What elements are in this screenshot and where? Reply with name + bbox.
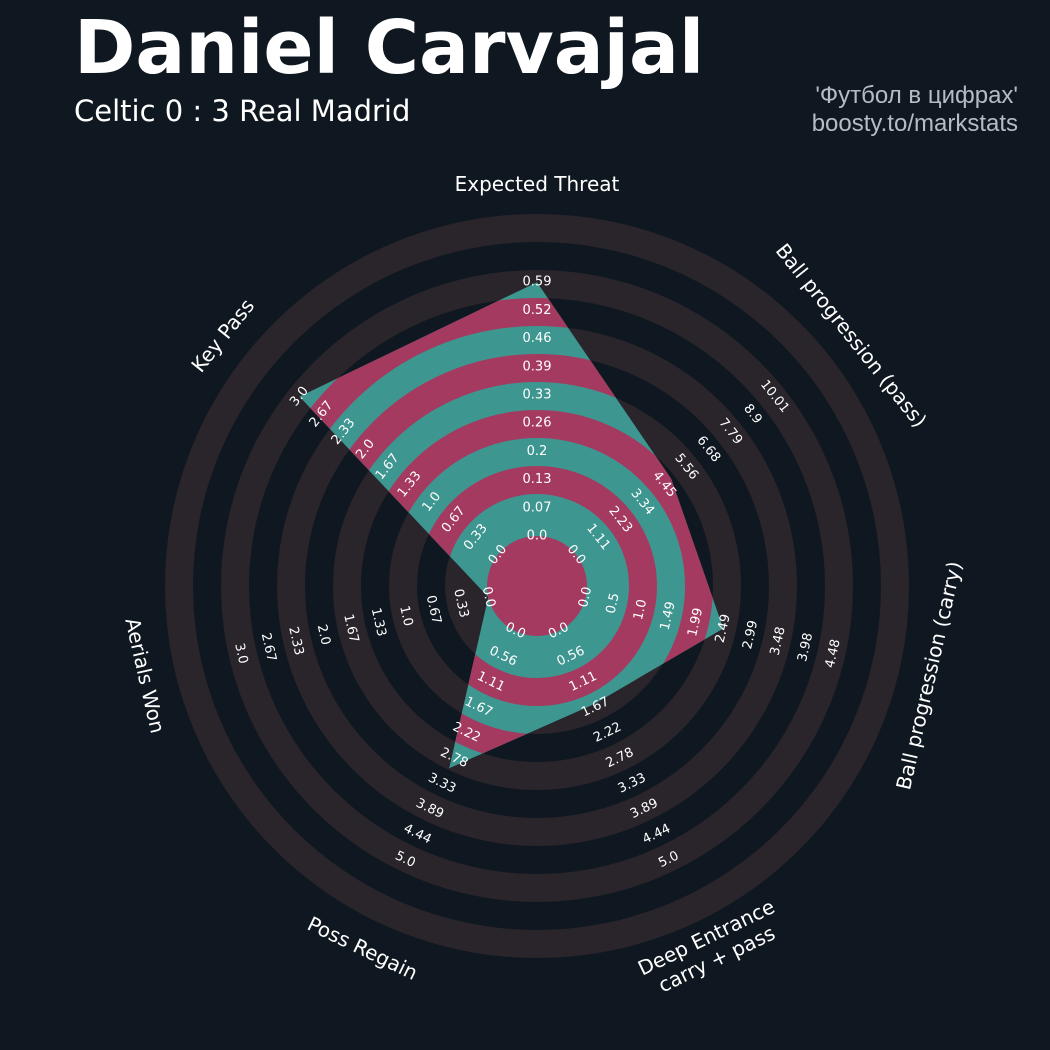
tick-label: 4.48 <box>823 638 844 670</box>
tick-label: 3.0 <box>231 642 250 666</box>
polygon-band-1 <box>299 298 724 769</box>
tick-label: 2.49 <box>713 613 734 645</box>
tick-label: 1.0 <box>631 598 650 622</box>
axis-ticks-2: 0.0 0.5 1.0 1.49 1.99 2.49 2.99 3.48 3.98 4.48 <box>576 585 844 669</box>
tick-label: 1.0 <box>396 604 415 628</box>
tick-label: 2.33 <box>285 625 306 657</box>
param-label-5: Aerials Won <box>120 616 170 736</box>
tick-label: 0.5 <box>604 592 623 616</box>
tick-label: 0.0 <box>479 585 498 609</box>
param-label-0: Expected Threat <box>455 172 620 196</box>
tick-label: 0.0 <box>576 585 595 609</box>
param-label-line: Expected Threat <box>455 172 620 196</box>
tick-label: 1.67 <box>340 613 361 645</box>
inner-disk <box>487 536 587 636</box>
tick-label: 0.07 <box>523 500 552 515</box>
tick-label: 1.33 <box>368 606 389 638</box>
axis-ticks-5: 0.0 0.33 0.67 1.0 1.33 1.67 2.0 2.33 2.67 3.0 <box>231 585 498 665</box>
tick-label: 1.99 <box>685 606 706 638</box>
tick-label: 1.49 <box>658 600 679 632</box>
tick-label: 0.0 <box>527 529 548 544</box>
match-subtitle: Celtic 0 : 3 Real Madrid <box>74 94 411 128</box>
tick-label: 0.39 <box>523 359 552 374</box>
tick-label: 3.48 <box>768 625 789 657</box>
tick-label: 0.52 <box>523 303 552 318</box>
tick-label: 3.98 <box>795 632 816 664</box>
tick-label: 0.33 <box>523 388 552 403</box>
tick-label: 0.46 <box>523 331 552 346</box>
tick-label: 2.99 <box>740 619 761 651</box>
param-label-line: Aerials Won <box>120 616 170 736</box>
axis-ticks-0: 0.0 0.07 0.13 0.2 0.26 0.33 0.39 0.46 0.52 0.59 <box>523 275 552 544</box>
tick-label: 0.33 <box>450 588 471 620</box>
tick-label: 2.67 <box>258 632 279 664</box>
tick-label: 0.26 <box>523 416 552 431</box>
tick-label: 2.0 <box>314 623 333 647</box>
player-name-title: Daniel Carvajal <box>74 5 705 91</box>
credit-source: 'Футбол в цифрах' <box>815 82 1018 109</box>
credit-url[interactable]: boosty.to/markstats <box>811 110 1018 137</box>
tick-label: 0.13 <box>523 472 552 487</box>
tick-label: 0.59 <box>523 275 552 290</box>
tick-label: 0.2 <box>527 444 548 459</box>
tick-label: 0.67 <box>423 594 444 626</box>
